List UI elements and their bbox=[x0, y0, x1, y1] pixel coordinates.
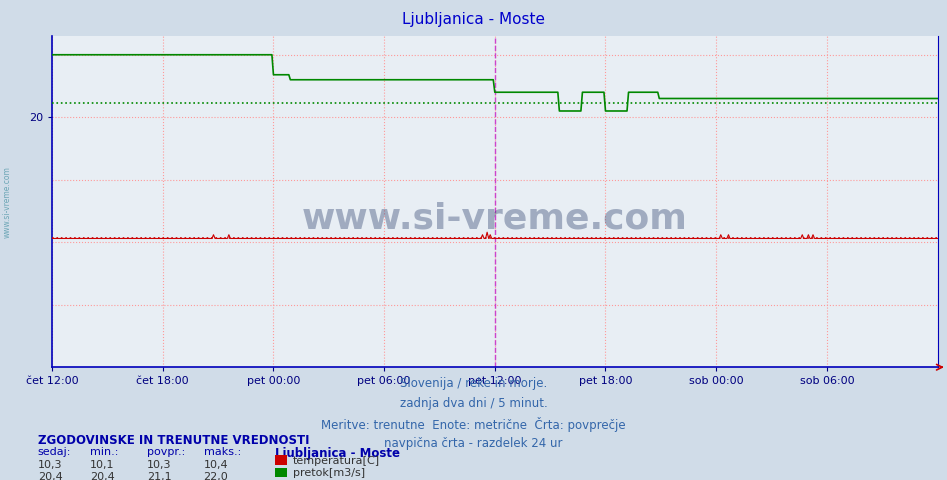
Text: 21,1: 21,1 bbox=[147, 472, 171, 480]
Text: min.:: min.: bbox=[90, 447, 118, 457]
Text: 22,0: 22,0 bbox=[204, 472, 228, 480]
Text: povpr.:: povpr.: bbox=[147, 447, 185, 457]
Text: pretok[m3/s]: pretok[m3/s] bbox=[293, 468, 365, 478]
Text: Meritve: trenutne  Enote: metrične  Črta: povprečje: Meritve: trenutne Enote: metrične Črta: … bbox=[321, 417, 626, 432]
Text: Slovenija / reke in morje.: Slovenija / reke in morje. bbox=[400, 377, 547, 390]
Text: 10,3: 10,3 bbox=[38, 460, 63, 470]
Text: ZGODOVINSKE IN TRENUTNE VREDNOSTI: ZGODOVINSKE IN TRENUTNE VREDNOSTI bbox=[38, 434, 310, 447]
Text: navpična črta - razdelek 24 ur: navpična črta - razdelek 24 ur bbox=[384, 437, 563, 450]
Text: 10,3: 10,3 bbox=[147, 460, 171, 470]
Text: Ljubljanica - Moste: Ljubljanica - Moste bbox=[402, 12, 545, 27]
Text: zadnja dva dni / 5 minut.: zadnja dva dni / 5 minut. bbox=[400, 397, 547, 410]
Text: www.si-vreme.com: www.si-vreme.com bbox=[302, 201, 688, 235]
Text: Ljubljanica - Moste: Ljubljanica - Moste bbox=[275, 447, 400, 460]
Text: 20,4: 20,4 bbox=[38, 472, 63, 480]
Text: maks.:: maks.: bbox=[204, 447, 241, 457]
Text: 10,4: 10,4 bbox=[204, 460, 228, 470]
Text: 20,4: 20,4 bbox=[90, 472, 115, 480]
Text: temperatura[C]: temperatura[C] bbox=[293, 456, 380, 466]
Text: www.si-vreme.com: www.si-vreme.com bbox=[3, 166, 12, 238]
Text: 10,1: 10,1 bbox=[90, 460, 115, 470]
Text: sedaj:: sedaj: bbox=[38, 447, 71, 457]
